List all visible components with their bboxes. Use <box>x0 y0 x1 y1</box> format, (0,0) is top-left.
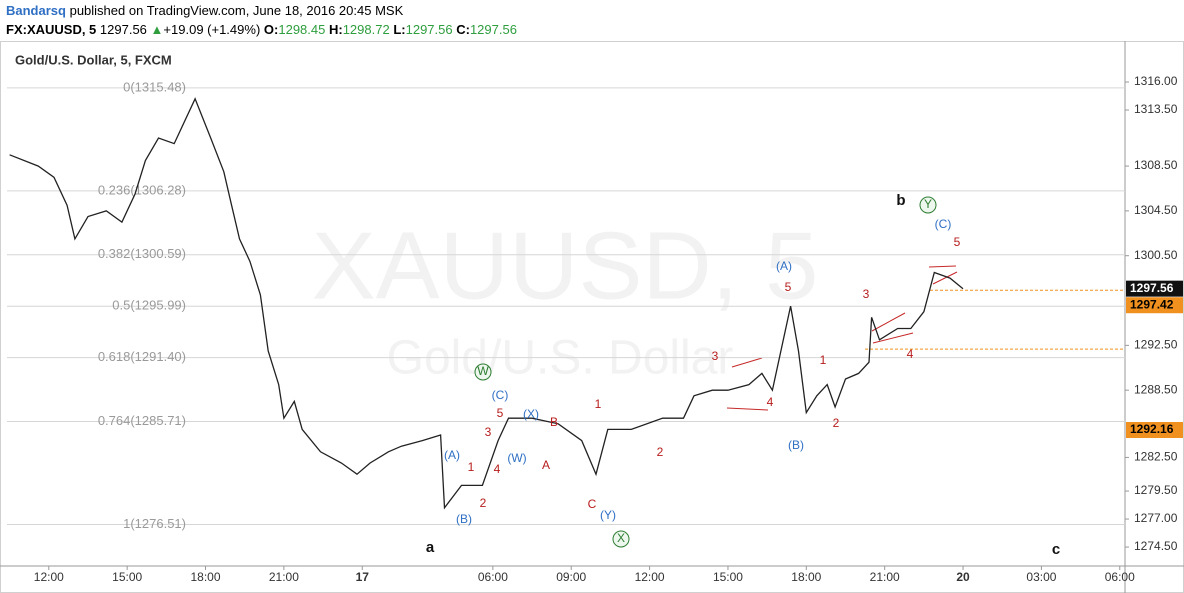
wave-label: 2 <box>657 445 664 459</box>
fib-label: 0.5(1295.99) <box>112 298 186 313</box>
chart: Gold/U.S. Dollar, 5, FXCM XAUUSD, 5 Gold… <box>0 41 1184 593</box>
x-tick-label: 18:00 <box>791 570 821 584</box>
wave-label: 5 <box>497 406 504 420</box>
wave-label: 4 <box>767 395 774 409</box>
y-tick-label: 1300.50 <box>1134 248 1178 262</box>
wave-label: B <box>550 415 558 429</box>
wave-label: (W) <box>507 451 526 465</box>
ohlc-key: L: <box>393 22 406 37</box>
price-line-box-bg <box>1126 297 1183 314</box>
wave-label: 1 <box>595 397 602 411</box>
x-tick-label: 20 <box>956 570 970 584</box>
wave-label: (C) <box>935 217 952 231</box>
y-tick-label: 1308.50 <box>1134 158 1178 172</box>
x-tick-label: 15:00 <box>112 570 142 584</box>
wave-label: 1 <box>820 353 827 367</box>
last-price-box-bg <box>1126 280 1183 297</box>
wave-label: 3 <box>863 287 870 301</box>
y-tick-label: 1279.50 <box>1134 483 1178 497</box>
fib-label: 0.764(1285.71) <box>98 413 186 428</box>
publisher[interactable]: Bandarsq <box>6 3 66 18</box>
wave-label: (B) <box>788 438 804 452</box>
wave-label: 1 <box>468 460 475 474</box>
fib-label: 0.618(1291.40) <box>98 349 186 364</box>
price-line-series <box>9 97 964 510</box>
chart-title: Gold/U.S. Dollar, 5, FXCM <box>15 52 172 67</box>
published: published on TradingView.com, June 18, 2… <box>69 3 404 18</box>
ohlc-value: 1297.56 <box>469 22 517 37</box>
y-tick-label: 1316.00 <box>1134 74 1178 88</box>
wave-label: 2 <box>480 496 487 510</box>
wave-circle <box>919 196 937 214</box>
x-tick-label: 06:00 <box>1105 570 1135 584</box>
wave-label: W <box>477 364 489 378</box>
y-tick-label: 1274.50 <box>1134 539 1178 553</box>
wave-label: (A) <box>776 259 792 273</box>
wave-label: 3 <box>712 349 719 363</box>
x-tick-label: 12:00 <box>635 570 665 584</box>
symbol: FX:XAUUSD, 5 <box>6 22 97 37</box>
y-tick-label: 1282.50 <box>1134 450 1178 464</box>
wave-label: 2 <box>833 416 840 430</box>
fib-label: 0(1315.48) <box>123 79 186 94</box>
wave-label: (B) <box>456 512 472 526</box>
y-tick-label: 1277.00 <box>1134 511 1178 525</box>
ohlc-key: O: <box>263 22 279 37</box>
change: +19.09 (+1.49%) <box>163 22 261 37</box>
x-tick-label: 06:00 <box>478 570 508 584</box>
wave-label: b <box>896 192 905 209</box>
wave-label: c <box>1052 541 1060 558</box>
last-price-box: 1297.56 <box>1130 281 1174 295</box>
x-tick-label: 03:00 <box>1026 570 1056 584</box>
publish-line: Bandarsq published on TradingView.com, J… <box>6 3 403 18</box>
wave-label: C <box>588 497 597 511</box>
wave-label: 4 <box>907 347 914 361</box>
watermark: XAUUSD, 5 <box>312 212 819 319</box>
wave-label: Y <box>924 197 932 211</box>
fib-label: 0.236(1306.28) <box>98 182 186 197</box>
price-line-box: 1292.16 <box>1130 422 1174 436</box>
last: 1297.56 <box>99 22 147 37</box>
price-line-box: 1297.42 <box>1130 297 1174 311</box>
y-tick-label: 1288.50 <box>1134 382 1178 396</box>
wave-label: (Y) <box>600 508 616 522</box>
symbol-line: FX:XAUUSD, 5 1297.56 ▲+19.09 (+1.49%) O:… <box>6 22 521 37</box>
wave-label: 4 <box>494 462 501 476</box>
wave-label: (A) <box>444 448 460 462</box>
wave-label: a <box>426 539 435 556</box>
price-line-box-bg <box>1126 422 1183 438</box>
x-tick-label: 12:00 <box>34 570 64 584</box>
y-tick-label: 1292.50 <box>1134 338 1178 352</box>
wave-circle <box>474 363 492 381</box>
x-tick-label: 15:00 <box>713 570 743 584</box>
wave-label: (C) <box>492 388 509 402</box>
y-tick-label: 1313.50 <box>1134 102 1178 116</box>
wave-label: X <box>617 531 625 545</box>
ohlc-key: H: <box>328 22 343 37</box>
ohlc-value: 1297.56 <box>405 22 453 37</box>
trendlines <box>726 265 958 411</box>
x-tick-label: 21:00 <box>269 570 299 584</box>
ohlc: O:1298.45 H:1298.72 L:1297.56 C:1297.56 <box>264 22 521 37</box>
ohlc-value: 1298.72 <box>342 22 390 37</box>
x-tick-label: 18:00 <box>191 570 221 584</box>
x-tick-label: 09:00 <box>556 570 586 584</box>
fib-label: 0.382(1300.59) <box>98 246 186 261</box>
wave-label: A <box>542 458 550 472</box>
ohlc-value: 1298.45 <box>278 22 326 37</box>
wave-label: 5 <box>954 235 961 249</box>
wave-label: 5 <box>785 280 792 294</box>
x-tick-label: 17 <box>356 570 370 584</box>
wave-label: (X) <box>523 407 539 421</box>
y-tick-label: 1304.50 <box>1134 203 1178 217</box>
wave-label: 3 <box>485 425 492 439</box>
wave-circle <box>612 530 630 548</box>
fib-label: 1(1276.51) <box>123 516 186 531</box>
x-tick-label: 21:00 <box>870 570 900 584</box>
ohlc-key: C: <box>456 22 470 37</box>
